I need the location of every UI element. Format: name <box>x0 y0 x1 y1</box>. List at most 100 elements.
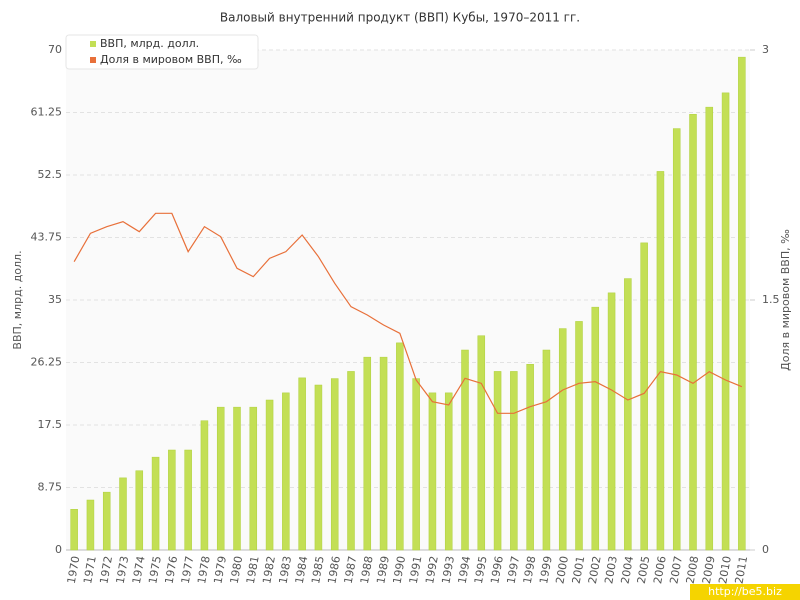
bar <box>721 92 730 551</box>
bar <box>265 399 274 551</box>
x-tick-label: 2002 <box>586 555 604 585</box>
bar <box>86 499 95 551</box>
x-tick-label: 1973 <box>114 555 132 585</box>
bar <box>330 378 339 551</box>
y-tick-label: 8.75 <box>38 481 63 494</box>
bar <box>477 335 486 551</box>
bar <box>640 242 648 551</box>
y-tick-label: 0 <box>55 543 62 556</box>
x-tick-label: 1998 <box>521 555 539 585</box>
bar <box>151 456 160 551</box>
watermark-bg <box>690 584 800 600</box>
x-tick-label: 2010 <box>716 555 734 585</box>
watermark: http://be5.biz <box>708 585 782 598</box>
bar <box>542 349 551 551</box>
y-tick-label: 26.25 <box>31 356 63 369</box>
legend-box <box>65 34 259 70</box>
x-tick-label: 1993 <box>439 555 457 585</box>
x-tick-label: 1988 <box>358 555 376 585</box>
x-tick-label: 1972 <box>97 555 115 585</box>
x-tick-label: 1983 <box>277 555 295 585</box>
y2-axis-label: Доля в мировом ВВП, ‰ <box>779 229 792 371</box>
x-tick-label: 1975 <box>146 555 164 585</box>
bar <box>444 392 453 551</box>
x-tick-label: 2007 <box>667 555 685 585</box>
bar <box>282 392 290 551</box>
x-tick-label: 1978 <box>195 555 213 585</box>
bar <box>314 384 323 551</box>
x-tick-label: 1979 <box>211 555 229 585</box>
bar <box>656 171 665 551</box>
bar <box>461 349 469 551</box>
x-tick-label: 1992 <box>423 555 441 585</box>
x-tick-label: 1999 <box>537 555 555 585</box>
x-tick-label: 1987 <box>342 555 360 585</box>
x-tick-label: 1990 <box>391 555 409 585</box>
x-tick-label: 1981 <box>244 555 262 585</box>
y-tick-label: 70 <box>48 43 62 56</box>
legend-label: ВВП, млрд. долл. <box>100 37 199 50</box>
x-tick-label: 2011 <box>733 555 751 585</box>
x-tick-label: 1985 <box>309 555 327 585</box>
y-tick-label: 17.5 <box>38 418 63 431</box>
bar <box>135 470 144 551</box>
bar <box>672 128 681 551</box>
bar <box>200 420 209 551</box>
y2-tick-label: 0 <box>762 543 769 556</box>
y-tick-label: 43.75 <box>31 231 63 244</box>
x-tick-label: 1980 <box>228 555 246 585</box>
x-tick-label: 2001 <box>570 555 588 585</box>
y-tick-label: 61.25 <box>31 106 63 119</box>
x-tick-label: 1994 <box>456 555 474 585</box>
y-axis-label: ВВП, млрд. долл. <box>11 250 24 349</box>
line <box>73 212 743 414</box>
x-tick-label: 2003 <box>602 555 620 585</box>
bar <box>249 406 258 551</box>
x-tick-label: 1995 <box>472 555 490 585</box>
x-tick-label: 2004 <box>619 555 637 585</box>
x-tick-label: 1989 <box>374 555 392 585</box>
bar <box>102 491 111 551</box>
x-tick-label: 2000 <box>553 555 571 585</box>
bar <box>558 328 567 551</box>
bar <box>591 306 600 551</box>
legend-marker <box>90 57 96 63</box>
x-tick-label: 2005 <box>635 555 653 585</box>
bar <box>607 292 616 551</box>
y-tick-label: 35 <box>48 293 62 306</box>
x-tick-label: 1997 <box>505 555 523 585</box>
bar <box>428 392 437 551</box>
x-tick-label: 1986 <box>325 555 343 585</box>
bar <box>412 378 420 551</box>
bar <box>526 364 534 551</box>
y2-tick-label: 1.5 <box>762 293 780 306</box>
bar <box>379 356 388 551</box>
x-tick-label: 1971 <box>81 555 99 585</box>
bar <box>363 356 372 551</box>
y2-tick-label: 3 <box>762 43 769 56</box>
bar <box>233 406 241 551</box>
x-tick-label: 1991 <box>407 555 425 585</box>
bar <box>347 371 355 551</box>
bar <box>624 278 632 551</box>
bar <box>705 106 714 551</box>
bar <box>575 321 583 551</box>
bar <box>184 449 192 551</box>
x-tick-label: 2009 <box>700 555 718 585</box>
bar <box>70 509 78 551</box>
x-tick-label: 1984 <box>293 555 311 585</box>
x-tick-label: 1977 <box>179 555 197 585</box>
x-tick-label: 1996 <box>488 555 506 585</box>
x-tick-label: 1982 <box>260 555 278 585</box>
x-tick-label: 2006 <box>651 555 669 585</box>
bar <box>298 377 306 551</box>
legend-marker <box>90 41 96 47</box>
x-tick-label: 1976 <box>163 555 181 585</box>
x-tick-label: 2008 <box>684 555 702 585</box>
bar <box>119 477 127 551</box>
bar <box>689 114 697 551</box>
x-tick-label: 1974 <box>130 555 148 585</box>
bar <box>168 449 176 551</box>
bar <box>493 371 502 551</box>
